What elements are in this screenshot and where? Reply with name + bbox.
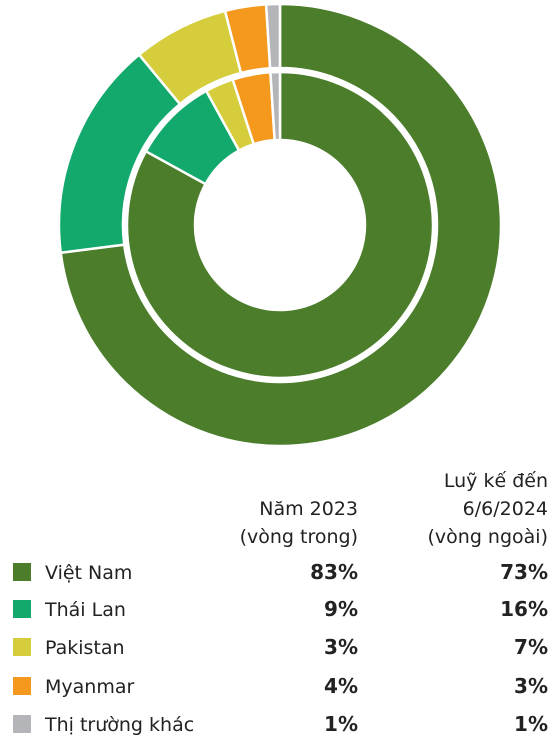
column-header: Năm 2023 <box>259 498 358 520</box>
legend-swatch <box>13 677 31 695</box>
value-label: 83% <box>310 560 358 584</box>
value-label: 1% <box>514 712 548 736</box>
column-header: (vòng trong) <box>240 526 358 548</box>
value-label: 9% <box>324 597 358 621</box>
value-label: 16% <box>500 597 548 621</box>
legend-label: Việt Nam <box>45 562 132 584</box>
legend-label: Thái Lan <box>44 599 126 621</box>
donut-segment <box>264 2 282 70</box>
legend-swatch <box>13 600 31 618</box>
legend-swatch <box>13 715 31 733</box>
donut-segment <box>269 70 282 142</box>
legend-swatch <box>13 563 31 581</box>
legend-label: Thị trường khác <box>44 714 194 736</box>
value-label: 1% <box>324 712 358 736</box>
value-label: 73% <box>500 560 548 584</box>
value-label: 7% <box>514 635 548 659</box>
donut-segment <box>59 2 503 448</box>
legend-label: Myanmar <box>45 676 134 698</box>
legend-swatch <box>13 638 31 656</box>
legend-label: Pakistan <box>45 637 125 659</box>
value-label: 3% <box>324 635 358 659</box>
value-label: 3% <box>514 674 548 698</box>
column-header: (vòng ngoài) <box>428 526 549 548</box>
value-label: 4% <box>324 674 358 698</box>
column-header: Luỹ kế đến <box>444 470 548 492</box>
donut-segment <box>125 70 435 380</box>
column-header: 6/6/2024 <box>463 498 548 520</box>
